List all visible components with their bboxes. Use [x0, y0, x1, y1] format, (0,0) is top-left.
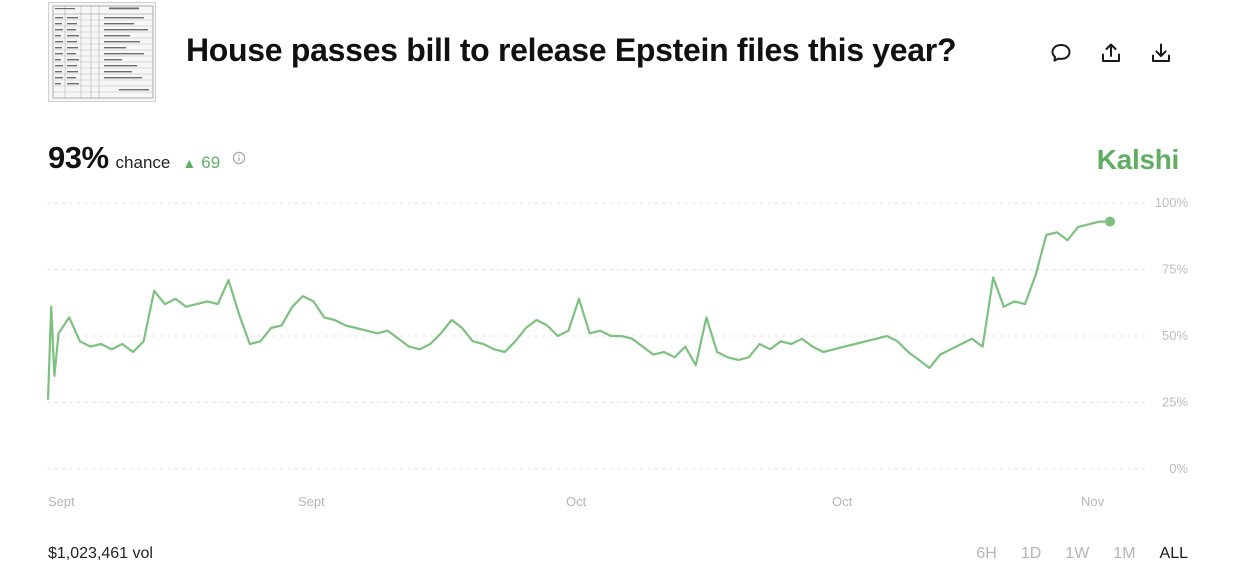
- x-tick-label: Sept: [298, 494, 325, 509]
- y-tick-label: 100%: [1155, 195, 1189, 210]
- change-value: 69: [201, 153, 221, 172]
- share-icon: [1102, 43, 1120, 62]
- download-icon: [1152, 43, 1170, 62]
- info-icon[interactable]: [232, 151, 246, 165]
- x-tick-label: Sept: [48, 494, 75, 509]
- share-button[interactable]: [1098, 40, 1124, 66]
- probability-chart[interactable]: 100% 75% 50% 25% 0% Sept Sept Oct Oct Nov: [0, 180, 1250, 520]
- x-tick-label: Oct: [566, 494, 587, 509]
- x-axis-ticks: Sept Sept Oct Oct Nov: [48, 494, 1105, 509]
- range-1m[interactable]: 1M: [1113, 545, 1136, 562]
- comment-button[interactable]: [1048, 40, 1074, 66]
- probability-value: 93%: [48, 140, 109, 175]
- y-tick-label: 0%: [1169, 461, 1188, 476]
- comment-icon: [1051, 44, 1071, 62]
- market-stats: 93% chance ▲ 69: [48, 140, 246, 176]
- range-all[interactable]: ALL: [1159, 545, 1188, 562]
- chart-gridlines: [47, 202, 1146, 470]
- probability-change: ▲ 69: [182, 153, 220, 173]
- volume-label: $1,023,461 vol: [48, 545, 153, 562]
- chance-label: chance: [115, 153, 171, 172]
- time-range-selector: 6H 1D 1W 1M ALL: [976, 545, 1188, 563]
- up-triangle-icon: ▲: [182, 155, 197, 171]
- y-tick-label: 75%: [1162, 262, 1188, 277]
- market-title: House passes bill to release Epstein fil…: [186, 32, 957, 68]
- source-brand[interactable]: Kalshi: [1096, 144, 1180, 175]
- range-6h[interactable]: 6H: [976, 545, 997, 562]
- range-1d[interactable]: 1D: [1020, 545, 1042, 562]
- market-thumbnail: [48, 2, 156, 102]
- last-point-marker: [1105, 216, 1115, 227]
- y-tick-label: 50%: [1162, 328, 1188, 343]
- x-tick-label: Oct: [832, 494, 853, 509]
- x-tick-label: Nov: [1081, 494, 1105, 509]
- document-thumbnail-image: [49, 3, 155, 101]
- action-toolbar: [1048, 40, 1174, 66]
- series-line: [46, 220, 1110, 400]
- y-tick-label: 25%: [1162, 395, 1188, 410]
- range-1w[interactable]: 1W: [1065, 545, 1090, 562]
- download-button[interactable]: [1148, 40, 1174, 66]
- y-axis-ticks: 100% 75% 50% 25% 0%: [1155, 195, 1189, 476]
